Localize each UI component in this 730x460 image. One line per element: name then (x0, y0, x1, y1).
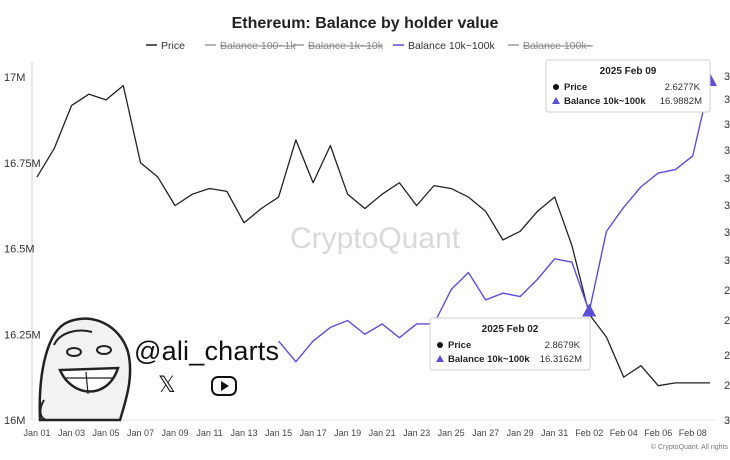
x-tick-label: Jan 05 (93, 428, 120, 438)
x-tick-label: Jan 21 (369, 428, 396, 438)
balance-line (278, 80, 711, 363)
price-dot-icon (553, 84, 559, 90)
tooltip-0: 2025 Feb 09 Price 2.6277K Balance 10k~100k 1… (545, 59, 711, 113)
tooltip-price-label: Price (448, 340, 471, 351)
y-right-tick-label: 3 (724, 71, 730, 83)
legend-item-1[interactable]: Balance 100~1k (205, 40, 296, 52)
x-tick-label: Jan 11 (196, 428, 222, 438)
tooltip-price-value: 2.8679K (545, 340, 581, 351)
x-tick-label: Jan 31 (541, 428, 568, 438)
tooltip-balance-value: 16.9882M (660, 96, 702, 107)
y-right-tick-label: 3 (724, 415, 730, 427)
y-axis-left: 16M 16.25M 16.5M 16.75M 17M (4, 72, 41, 427)
legend: Price Balance 100~1k Balance 1k~10k Balance… (146, 40, 593, 52)
x-tick-label: Jan 09 (162, 428, 189, 438)
x-tick-label: Jan 23 (403, 428, 430, 438)
x-tick-label: Feb 06 (644, 428, 672, 438)
y-right-tick-label: 3 (724, 119, 730, 131)
tooltip-1: 2025 Feb 02 Price 2.8679K Balance 10k~100k 1… (429, 317, 591, 371)
tooltip-date: 2025 Feb 09 (600, 66, 657, 77)
x-tick-label: Jan 01 (23, 428, 50, 438)
y-right-tick-label: 3 (724, 255, 730, 267)
y-tick-label: 17M (4, 72, 25, 84)
tooltip-price-value: 2.6277K (665, 82, 701, 93)
legend-item-0[interactable]: Price (146, 40, 185, 52)
legend-item-4[interactable]: Balance 100k~ (508, 40, 593, 52)
balance-marker-triangle[interactable] (582, 303, 597, 317)
tooltip-price-label: Price (564, 82, 587, 93)
x-tick-label: Feb 02 (575, 428, 603, 438)
balance-triangle-icon (436, 355, 444, 362)
chart-title: Ethereum: Balance by holder value (232, 15, 499, 32)
tooltip-balance-label: Balance 10k~100k (564, 96, 646, 107)
watermark: CryptoQuant (290, 222, 461, 255)
tooltip-date: 2025 Feb 02 (482, 324, 539, 335)
y-right-tick-label: 3 (724, 173, 730, 185)
x-tick-label: Jan 13 (231, 428, 258, 438)
credit-text: © CryptoQuant. All rights (651, 443, 729, 451)
tooltip-balance-label: Balance 10k~100k (448, 354, 530, 365)
x-tick-label: Jan 07 (127, 428, 154, 438)
x-tick-label: Jan 27 (472, 428, 499, 438)
legend-label: Balance 100~1k (220, 40, 296, 52)
youtube-icon (211, 376, 237, 396)
tooltip-box (545, 59, 711, 113)
y-right-tick-label: 2 (724, 315, 730, 327)
y-right-tick-label: 3 (724, 227, 730, 239)
x-tick-label: Jan 29 (507, 428, 534, 438)
y-tick-label: 16M (4, 415, 25, 427)
y-right-tick-label: 3 (724, 200, 730, 212)
tooltip-balance-value: 16.3162M (540, 354, 582, 365)
balance-triangle-icon (552, 97, 560, 104)
y-right-tick-label: 2 (724, 380, 730, 392)
x-tick-label: Jan 25 (438, 428, 465, 438)
x-tick-label: Jan 19 (334, 428, 361, 438)
tooltip-layer: 2025 Feb 09 Price 2.6277K Balance 10k~100k 1… (429, 59, 711, 371)
legend-label: Balance 1k~10k (308, 40, 384, 52)
y-tick-label: 16.75M (4, 158, 41, 170)
legend-label: Price (161, 40, 185, 52)
y-right-tick-label: 3 (724, 145, 730, 157)
y-right-tick-label: 3 (724, 94, 730, 106)
y-right-tick-label: 2 (724, 285, 730, 297)
avatar-meme-face (38, 317, 132, 422)
x-tick-label: Jan 03 (58, 428, 85, 438)
x-axis: Jan 01 Jan 03 Jan 05 Jan 07 Jan 09 Jan 11 Jan … (23, 428, 706, 438)
price-line (36, 84, 710, 387)
legend-label: Balance 10k~100k (408, 40, 495, 52)
y-tick-label: 16.5M (4, 244, 35, 256)
legend-item-2[interactable]: Balance 1k~10k (293, 40, 384, 52)
x-tick-label: Jan 15 (265, 428, 292, 438)
x-tick-label: Jan 17 (300, 428, 327, 438)
y-right-tick-label: 2 (724, 350, 730, 362)
legend-item-3[interactable]: Balance 10k~100k (393, 40, 495, 52)
x-logo-icon: 𝕏 (158, 372, 176, 397)
social-handle: @ali_charts (134, 336, 280, 366)
y-tick-label: 16.25M (4, 329, 41, 341)
price-dot-icon (437, 342, 443, 348)
y-axis-right: 2 2 2 2 3 3 3 3 3 3 3 3 3 (724, 71, 730, 427)
x-tick-label: Feb 08 (679, 428, 707, 438)
legend-label: Balance 100k~ (523, 40, 593, 52)
tooltip-box (429, 317, 591, 371)
x-tick-label: Feb 04 (610, 428, 638, 438)
